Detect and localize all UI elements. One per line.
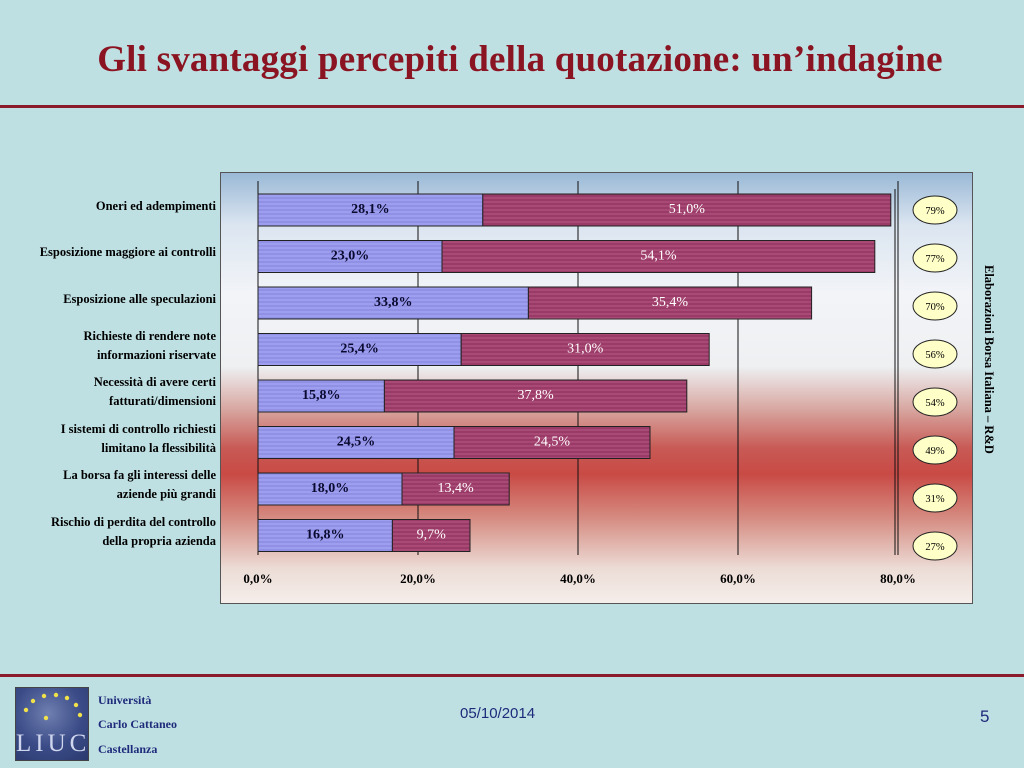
- x-tick-label: 80,0%: [880, 571, 916, 586]
- total-badge: [912, 483, 958, 513]
- category-label-line: limitano la flessibilità: [101, 440, 216, 455]
- category-label-line: Rischio di perdita del controllo: [50, 514, 216, 529]
- x-tick-label: 60,0%: [720, 571, 756, 586]
- data-label-series-2: 13,4%: [438, 481, 475, 496]
- stars-icon: [23, 692, 83, 721]
- chart-plot-area: 28,1% 51,0% 23,0% 54,1% 33,8% 35,4% 25,4% 31,0%…: [220, 172, 973, 604]
- x-tick-label: 40,0%: [560, 571, 596, 586]
- category-label-line: aziende più grandi: [116, 487, 216, 501]
- category-label-line: Richieste di rendere note: [83, 328, 216, 343]
- data-label-series-1: 33,8%: [374, 295, 413, 310]
- total-badge-label: 27%: [925, 542, 945, 553]
- data-label-series-2: 31,0%: [567, 342, 604, 357]
- data-label-series-1: 25,4%: [340, 342, 379, 357]
- category-label: Rischio di perdita del controllo della pr…: [1, 513, 216, 551]
- data-label-series-1: 23,0%: [331, 249, 370, 264]
- bar-series-2: [527, 286, 813, 320]
- bar-series-2: [383, 379, 688, 413]
- total-badge: [912, 291, 958, 321]
- category-label-line: Necessità di avere certi: [93, 375, 216, 389]
- category-label-line: Oneri ed adempimenti: [95, 198, 216, 213]
- category-label-line: fatturati/dimensioni: [109, 394, 216, 408]
- data-label-series-2: 35,4%: [652, 295, 689, 310]
- bar-series-1: [257, 240, 443, 273]
- total-badge-label: 79%: [925, 206, 945, 217]
- x-tick-label: 0,0%: [243, 571, 272, 586]
- page-number: 5: [980, 707, 990, 726]
- category-label: I sistemi di controllo richiesti limitano…: [1, 420, 216, 458]
- footer-date: 05/10/2014: [460, 705, 536, 722]
- liuc-logo: LIUC: [15, 687, 89, 761]
- university-line-1: Università: [98, 693, 152, 707]
- total-badge-label: 70%: [925, 302, 945, 313]
- x-tick-label: 20,0%: [400, 571, 436, 586]
- bar-series-2: [482, 193, 892, 227]
- total-badge: [912, 195, 958, 225]
- category-label-line: della propria azienda: [102, 533, 216, 548]
- total-badge: [912, 435, 958, 465]
- bar-series-1: [257, 286, 529, 320]
- total-badge-label: 77%: [925, 254, 945, 265]
- total-badge-label: 54%: [925, 398, 945, 409]
- bar-series-2: [441, 240, 876, 273]
- bar-series-2: [401, 472, 510, 506]
- data-label-series-2: 54,1%: [640, 249, 677, 264]
- bar-series-2: [453, 426, 651, 459]
- total-badge-label: 49%: [925, 446, 945, 457]
- footer-divider: [0, 674, 1024, 677]
- category-label-line: Esposizione maggiore ai controlli: [39, 245, 216, 259]
- total-badge: [912, 339, 958, 369]
- bar-series-1: [257, 379, 385, 413]
- data-label-series-2: 24,5%: [534, 435, 571, 450]
- data-label-series-1: 15,8%: [302, 388, 341, 403]
- bar-series-2: [391, 519, 471, 552]
- data-label-series-2: 37,8%: [518, 388, 555, 403]
- bar-series-2: [460, 333, 710, 366]
- data-label-series-2: 9,7%: [417, 528, 447, 543]
- bar-series-1: [257, 472, 403, 506]
- total-badge: [912, 243, 958, 273]
- bar-series-1: [257, 333, 462, 366]
- category-label-line: I sistemi di controllo richiesti: [60, 421, 216, 436]
- bar-series-1: [257, 193, 484, 227]
- source-note: Elaborazioni Borsa Italiana – R&D: [982, 265, 996, 454]
- total-badge-label: 31%: [925, 494, 945, 505]
- slide-title: Gli svantaggi percepiti della quotazione…: [97, 39, 943, 80]
- university-line-2: Carlo Cattaneo: [98, 717, 177, 731]
- data-label-series-1: 16,8%: [306, 528, 345, 543]
- category-label-line: La borsa fa gli interessi delle: [63, 468, 216, 482]
- category-label-line: informazioni riservate: [96, 347, 216, 362]
- logo-text: LIUC: [16, 730, 91, 757]
- category-label: Richieste di rendere note informazioni ri…: [1, 327, 216, 365]
- title-divider: [0, 105, 1024, 108]
- total-badge: [912, 387, 958, 417]
- bar-chart: 28,1% 51,0% 23,0% 54,1% 33,8% 35,4% 25,4% 31,0%…: [243, 181, 958, 586]
- total-badge-label: 56%: [925, 350, 945, 361]
- data-label-series-1: 28,1%: [351, 202, 390, 217]
- category-label: Oneri ed adempimenti: [1, 197, 216, 216]
- category-label: Esposizione alle speculazioni: [1, 290, 216, 309]
- total-badge: [912, 531, 958, 561]
- category-label: Esposizione maggiore ai controlli: [1, 243, 216, 262]
- data-label-series-2: 51,0%: [669, 202, 706, 217]
- data-label-series-1: 18,0%: [311, 481, 350, 496]
- category-label-line: Esposizione alle speculazioni: [63, 291, 216, 306]
- data-label-series-1: 24,5%: [337, 435, 376, 450]
- category-label: Necessità di avere certi fatturati/dimens…: [1, 373, 216, 411]
- category-label: La borsa fa gli interessi delle aziende p…: [1, 466, 216, 504]
- university-line-3: Castellanza: [98, 742, 158, 756]
